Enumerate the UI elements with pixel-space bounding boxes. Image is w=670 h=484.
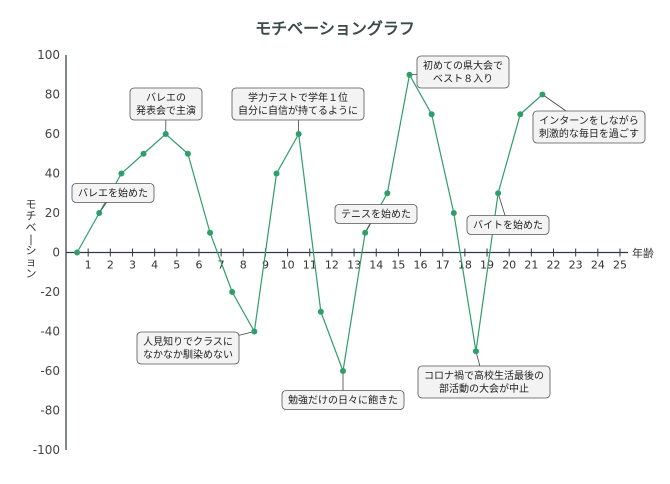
data-point: [384, 190, 390, 196]
annotation-callout: テニスを始めた: [335, 205, 417, 233]
chart-title: モチベーショングラフ: [255, 19, 415, 38]
x-tick-label: 12: [325, 259, 339, 272]
data-point: [318, 309, 324, 315]
annotation-callout: バレエを始めた: [72, 184, 154, 214]
y-axis-label: モチベ|ション: [26, 198, 37, 280]
x-tick-label: 5: [173, 259, 180, 272]
x-tick-label: 3: [129, 259, 136, 272]
x-tick-label: 10: [281, 259, 295, 272]
data-point: [362, 230, 368, 236]
data-point: [429, 111, 435, 117]
x-tick-label: 4: [151, 259, 158, 272]
x-tick-label: 17: [436, 259, 450, 272]
annotation-text: 自分に自信が持てるように: [238, 104, 358, 117]
annotation-text: ベスト８入り: [433, 73, 493, 85]
y-axis-label-char: ン: [26, 267, 37, 280]
x-tick-label: 21: [524, 259, 538, 272]
y-tick-label: 40: [45, 167, 60, 181]
x-axis-label: 年齢: [632, 246, 654, 260]
y-tick-label: -40: [40, 325, 60, 339]
x-tick-label: 20: [502, 259, 516, 272]
annotation-text: バイトを始めた: [473, 219, 543, 232]
data-point: [229, 289, 235, 295]
y-tick-label: 100: [37, 48, 60, 62]
y-tick-label: -60: [40, 364, 60, 378]
annotation-text: コロナ禍で高校生活最後の: [424, 369, 544, 382]
annotation-text: 人見知りでクラスに: [143, 335, 233, 348]
data-point: [451, 210, 457, 216]
x-tick-label: 25: [613, 259, 627, 272]
data-point: [495, 190, 501, 196]
y-tick-label: -100: [33, 443, 60, 457]
x-tick-label: 24: [591, 259, 605, 272]
annotation-text: 刺激的な毎日を過ごす: [539, 127, 639, 140]
x-tick-label: 1: [85, 259, 92, 272]
data-point: [296, 131, 302, 137]
annotation-text: インターンをしながら: [539, 114, 639, 127]
annotation-callout: バイトを始めた: [467, 193, 549, 234]
data-point: [163, 131, 169, 137]
x-tick-label: 15: [391, 259, 405, 272]
data-point: [118, 171, 124, 177]
data-point: [74, 250, 80, 256]
annotation-text: 部活動の大会が中止: [439, 382, 529, 395]
data-point: [539, 92, 545, 98]
data-point: [406, 72, 412, 78]
data-point: [274, 171, 280, 177]
y-tick-label: 60: [45, 127, 60, 141]
annotation-text: 初めての県大会で: [423, 59, 503, 72]
annotation-text: 学力テストで学年１位: [248, 91, 348, 104]
annotation-text: 発表会で主演: [136, 104, 196, 117]
data-point: [207, 230, 213, 236]
data-point: [141, 151, 147, 157]
annotation-text: バレエを始めた: [78, 187, 148, 200]
x-tick-label: 22: [547, 259, 561, 272]
x-tick-label: 8: [240, 259, 247, 272]
annotation-text: バレエの: [146, 92, 186, 104]
annotation-callout: 勉強だけの日々に飽きた: [282, 371, 404, 410]
data-point: [517, 111, 523, 117]
x-tick-label: 6: [195, 259, 202, 272]
y-tick-label: 20: [45, 206, 60, 220]
annotation-text: テニスを始めた: [341, 208, 411, 221]
y-tick-label: -80: [40, 404, 60, 418]
x-tick-label: 23: [569, 259, 583, 272]
y-tick-label: -20: [40, 285, 60, 299]
x-tick-label: 14: [369, 259, 383, 272]
x-tick-label: 16: [414, 259, 428, 272]
data-point: [473, 348, 479, 354]
annotation-text: 勉強だけの日々に飽きた: [288, 394, 398, 407]
y-tick-label: 0: [52, 246, 60, 260]
x-tick-label: 18: [458, 259, 472, 272]
y-tick-label: 80: [45, 88, 60, 102]
data-point: [251, 329, 257, 335]
data-point: [340, 368, 346, 374]
annotation-text: なかなか馴染めない: [143, 348, 233, 361]
data-point: [185, 151, 191, 157]
data-point: [96, 210, 102, 216]
x-tick-label: 2: [107, 259, 114, 272]
